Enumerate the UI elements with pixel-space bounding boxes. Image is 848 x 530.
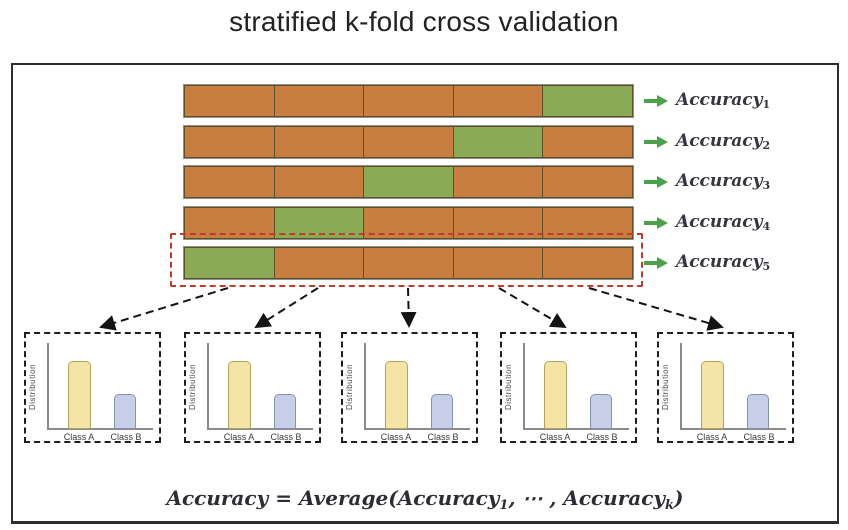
x-tick-class-a: Class A	[63, 432, 95, 442]
y-axis-label: Distribution	[661, 364, 670, 411]
fold-cell-train	[452, 247, 544, 279]
arrow-right-icon	[644, 217, 668, 229]
fold-cell-train	[184, 166, 275, 198]
fold-row-1	[183, 84, 634, 118]
page-title: stratified k-fold cross validation	[229, 6, 619, 37]
distribution-chart-1: Distribution Class A Class B	[24, 332, 161, 443]
distribution-chart-2: Distribution Class A Class B	[184, 332, 321, 443]
accuracy-label-3: Accuracy3	[676, 171, 771, 192]
y-axis-label: Distribution	[188, 364, 197, 411]
fold-row-2	[183, 125, 634, 159]
x-tick-class-b: Class B	[110, 432, 142, 442]
distribution-chart-5: Distribution Class A Class B	[657, 332, 794, 443]
x-tick-class-b: Class B	[427, 432, 459, 442]
fold-cell-train	[452, 166, 544, 198]
accuracy-label-2: Accuracy2	[676, 131, 771, 152]
fold-cell-train	[184, 85, 275, 117]
fold-cell-train	[184, 126, 275, 158]
arrow-right-icon	[644, 257, 668, 269]
fold-cell-train	[542, 166, 633, 198]
x-axis	[364, 428, 470, 430]
y-axis-label: Distribution	[504, 364, 513, 411]
accuracy-label-5: Accuracy5	[676, 252, 771, 273]
arrow-right-icon	[644, 136, 668, 148]
bar-class-a	[701, 361, 724, 429]
x-tick-class-b: Class B	[270, 432, 302, 442]
x-axis	[680, 428, 786, 430]
x-tick-class-b: Class B	[586, 432, 618, 442]
fold-row-3	[183, 165, 634, 199]
x-tick-class-b: Class B	[743, 432, 775, 442]
bar-class-b	[431, 394, 453, 429]
arrow-right-icon	[644, 176, 668, 188]
y-axis-label: Distribution	[345, 364, 354, 411]
x-tick-class-a: Class A	[223, 432, 255, 442]
bar-class-b	[747, 394, 769, 429]
x-axis	[523, 428, 629, 430]
fold-cell-train	[452, 85, 544, 117]
fold-cell-train	[363, 126, 454, 158]
x-tick-class-a: Class A	[380, 432, 412, 442]
y-axis	[364, 343, 366, 430]
fold-cell-train	[273, 166, 365, 198]
y-axis	[680, 343, 682, 430]
selected-fold-highlight	[170, 233, 643, 287]
bar-class-b	[114, 394, 136, 429]
accuracy-label-1: Accuracy1	[676, 90, 771, 111]
bar-class-a	[544, 361, 567, 429]
fold-cell-test	[542, 85, 633, 117]
bar-class-a	[228, 361, 251, 429]
x-tick-class-a: Class A	[696, 432, 728, 442]
fold-cell-train	[363, 85, 454, 117]
fold-cell-train	[273, 126, 365, 158]
x-tick-class-a: Class A	[539, 432, 571, 442]
bar-class-a	[385, 361, 408, 429]
distribution-chart-4: Distribution Class A Class B	[500, 332, 637, 443]
fold-cell-test	[184, 247, 275, 279]
accuracy-formula: Accuracy = Average(Accuracy1, ⋯ , Accuracy…	[166, 486, 684, 513]
fold-cell-train	[542, 126, 633, 158]
fold-cell-test	[363, 166, 454, 198]
bar-class-b	[274, 394, 296, 429]
y-axis-label: Distribution	[28, 364, 37, 411]
x-axis	[207, 428, 313, 430]
fold-cell-train	[273, 247, 365, 279]
accuracy-label-4: Accuracy4	[676, 212, 771, 233]
y-axis	[47, 343, 49, 430]
fold-row-5	[183, 246, 634, 280]
y-axis	[207, 343, 209, 430]
bar-class-b	[590, 394, 612, 429]
fold-cell-train	[273, 85, 365, 117]
y-axis	[523, 343, 525, 430]
fold-cell-train	[542, 247, 633, 279]
fold-cell-test	[452, 126, 544, 158]
x-axis	[47, 428, 153, 430]
arrow-right-icon	[644, 95, 668, 107]
bar-class-a	[68, 361, 91, 429]
distribution-chart-3: Distribution Class A Class B	[341, 332, 478, 443]
